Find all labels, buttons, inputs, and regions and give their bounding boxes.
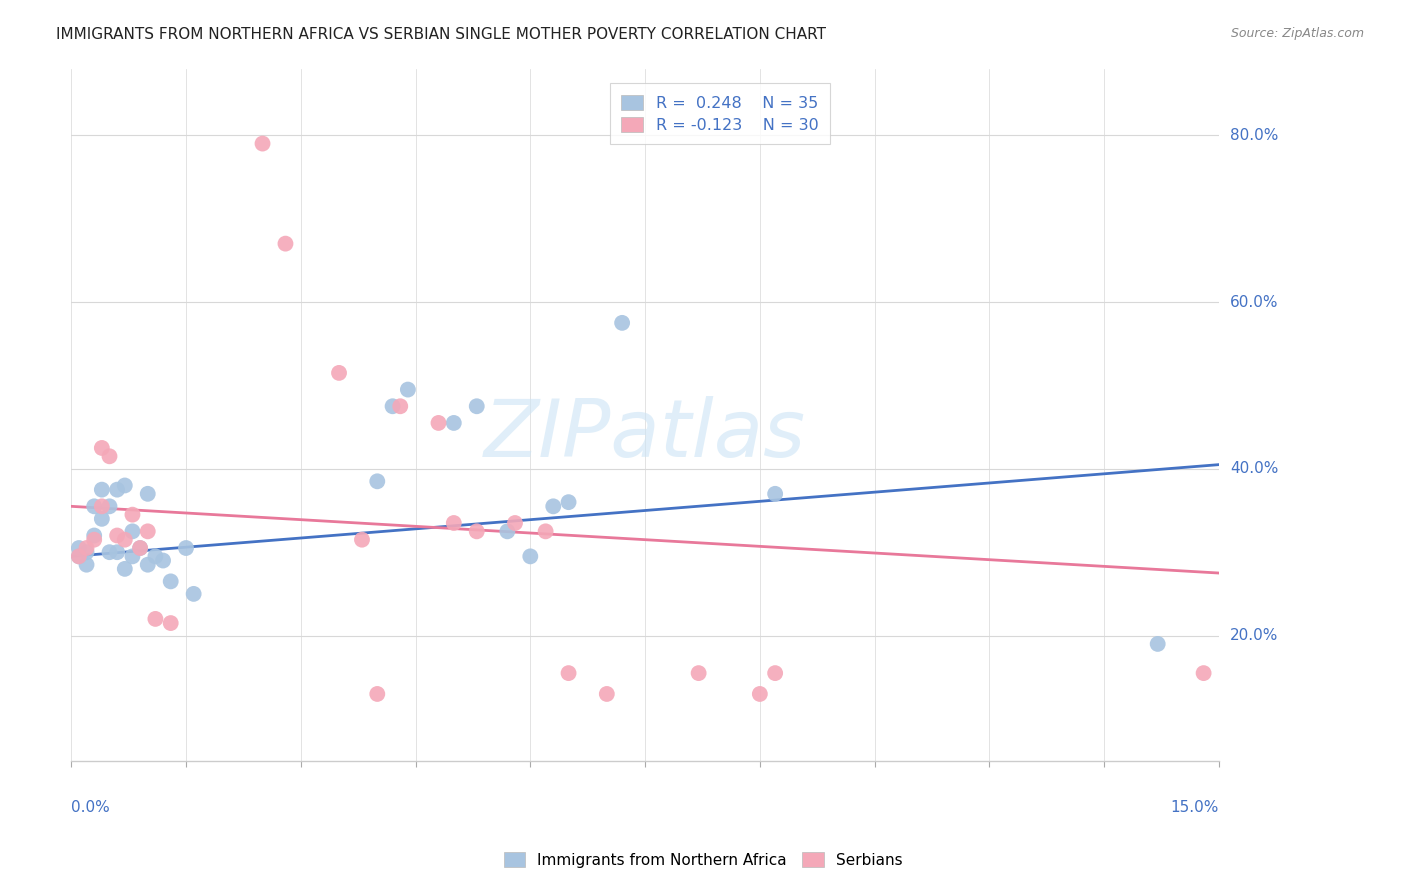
Point bbox=[381, 399, 404, 413]
Point bbox=[76, 558, 98, 572]
Text: 15.0%: 15.0% bbox=[1171, 799, 1219, 814]
Point bbox=[748, 687, 770, 701]
Point bbox=[465, 399, 488, 413]
Point bbox=[503, 516, 526, 530]
Point bbox=[129, 541, 152, 555]
Point bbox=[557, 666, 579, 681]
Legend: Immigrants from Northern Africa, Serbians: Immigrants from Northern Africa, Serbian… bbox=[498, 846, 908, 873]
Text: 40.0%: 40.0% bbox=[1230, 461, 1278, 476]
Point bbox=[105, 483, 128, 497]
Point bbox=[105, 545, 128, 559]
Point bbox=[1192, 666, 1215, 681]
Text: Source: ZipAtlas.com: Source: ZipAtlas.com bbox=[1230, 27, 1364, 40]
Point bbox=[519, 549, 541, 564]
Point bbox=[159, 574, 181, 589]
Point bbox=[105, 528, 128, 542]
Point bbox=[98, 500, 121, 514]
Point bbox=[328, 366, 350, 380]
Point bbox=[688, 666, 710, 681]
Point bbox=[90, 441, 112, 455]
Text: 60.0%: 60.0% bbox=[1230, 294, 1278, 310]
Point bbox=[129, 541, 152, 555]
Point bbox=[596, 687, 619, 701]
Point bbox=[114, 533, 136, 547]
Text: IMMIGRANTS FROM NORTHERN AFRICA VS SERBIAN SINGLE MOTHER POVERTY CORRELATION CHA: IMMIGRANTS FROM NORTHERN AFRICA VS SERBI… bbox=[56, 27, 827, 42]
Point bbox=[76, 545, 98, 559]
Text: ZIPatlas: ZIPatlas bbox=[484, 396, 806, 475]
Point bbox=[83, 528, 105, 542]
Point bbox=[366, 687, 388, 701]
Point bbox=[83, 533, 105, 547]
Point bbox=[67, 549, 90, 564]
Point bbox=[1146, 637, 1168, 651]
Point bbox=[67, 541, 90, 555]
Point bbox=[159, 616, 181, 631]
Point bbox=[90, 512, 112, 526]
Point bbox=[121, 549, 143, 564]
Point bbox=[98, 450, 121, 464]
Point bbox=[136, 487, 159, 501]
Point bbox=[121, 508, 143, 522]
Point bbox=[90, 483, 112, 497]
Text: 20.0%: 20.0% bbox=[1230, 628, 1278, 643]
Point bbox=[183, 587, 205, 601]
Point bbox=[83, 500, 105, 514]
Point bbox=[114, 562, 136, 576]
Point bbox=[389, 399, 412, 413]
Point bbox=[174, 541, 197, 555]
Point bbox=[252, 136, 274, 151]
Point bbox=[121, 524, 143, 539]
Point bbox=[136, 524, 159, 539]
Point bbox=[443, 516, 465, 530]
Point bbox=[67, 549, 90, 564]
Point bbox=[152, 553, 174, 567]
Point bbox=[496, 524, 519, 539]
Point bbox=[366, 475, 388, 489]
Point bbox=[763, 487, 786, 501]
Point bbox=[465, 524, 488, 539]
Point bbox=[427, 416, 450, 430]
Point bbox=[136, 558, 159, 572]
Point bbox=[541, 500, 564, 514]
Text: 0.0%: 0.0% bbox=[72, 799, 110, 814]
Point bbox=[90, 500, 112, 514]
Point bbox=[145, 549, 167, 564]
Point bbox=[557, 495, 579, 509]
Text: 80.0%: 80.0% bbox=[1230, 128, 1278, 143]
Point bbox=[443, 416, 465, 430]
Point bbox=[76, 541, 98, 555]
Legend: R =  0.248    N = 35, R = -0.123    N = 30: R = 0.248 N = 35, R = -0.123 N = 30 bbox=[610, 84, 830, 145]
Point bbox=[98, 545, 121, 559]
Point bbox=[763, 666, 786, 681]
Point bbox=[350, 533, 373, 547]
Point bbox=[145, 612, 167, 626]
Point bbox=[396, 383, 419, 397]
Point bbox=[274, 236, 297, 251]
Point bbox=[114, 478, 136, 492]
Point bbox=[534, 524, 557, 539]
Point bbox=[610, 316, 633, 330]
